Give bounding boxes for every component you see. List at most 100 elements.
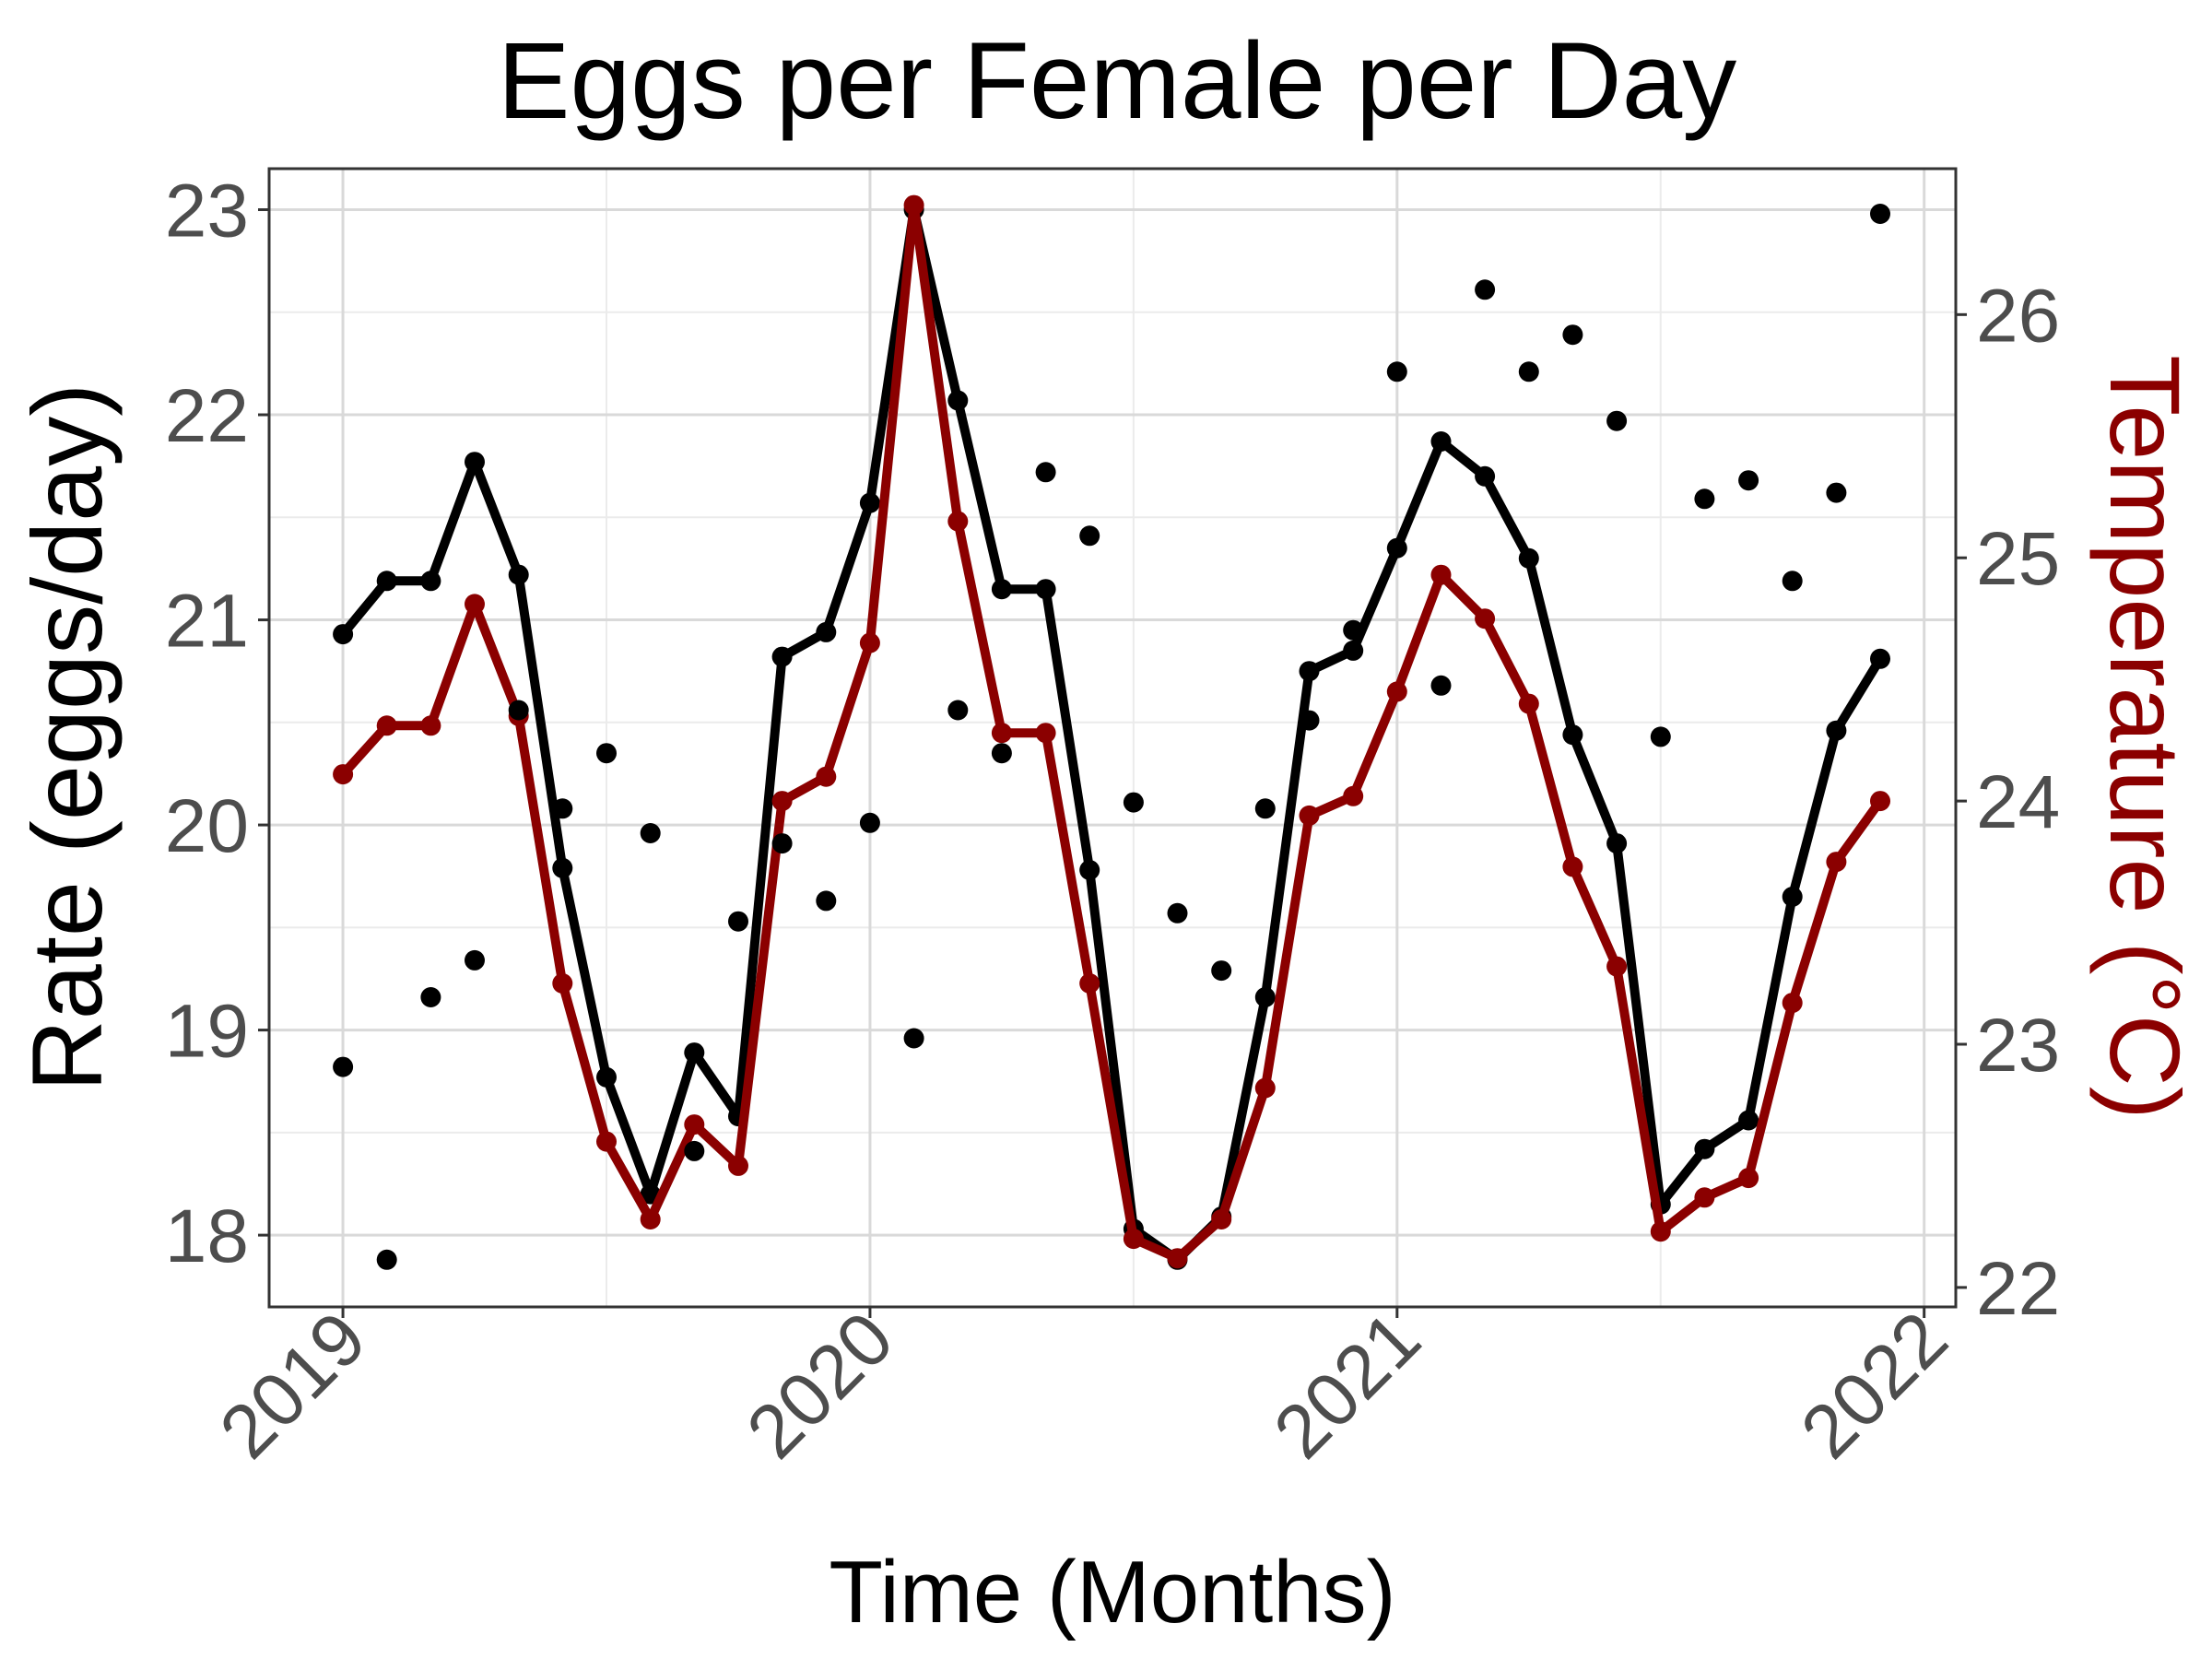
data-point <box>859 812 880 833</box>
data-point <box>1562 724 1583 746</box>
y-tick-label: 22 <box>165 374 249 458</box>
series-1 <box>333 194 1890 1269</box>
data-point <box>1562 856 1583 877</box>
data-point <box>1870 204 1890 224</box>
data-point <box>1386 361 1407 382</box>
data-point <box>1343 619 1364 641</box>
data-point <box>1079 860 1100 880</box>
data-point <box>903 194 924 216</box>
data-point <box>1738 470 1759 491</box>
data-point <box>947 390 969 411</box>
data-point <box>1475 465 1496 487</box>
data-point <box>1738 1110 1759 1131</box>
data-point <box>596 1131 617 1152</box>
data-point <box>1430 431 1452 452</box>
data-point <box>1562 324 1583 346</box>
data-point <box>1650 726 1671 747</box>
data-point <box>1694 1187 1715 1208</box>
data-point <box>1606 410 1628 431</box>
x-tick-label: 2020 <box>731 1296 909 1474</box>
data-point <box>376 1249 397 1270</box>
data-point <box>552 857 573 878</box>
data-point <box>1035 462 1056 483</box>
y2-tick-label: 25 <box>1976 517 2060 601</box>
left-axis-label: Rate (eggs/day) <box>11 383 123 1091</box>
data-point <box>1167 902 1188 924</box>
data-point <box>1475 608 1496 629</box>
data-point <box>1343 785 1364 806</box>
data-point <box>1299 710 1320 731</box>
data-point <box>1826 852 1847 873</box>
data-point <box>1167 1248 1188 1269</box>
data-point <box>728 1155 748 1176</box>
data-point <box>991 579 1012 600</box>
data-point <box>1123 792 1144 813</box>
data-point <box>684 1114 705 1135</box>
x-axis-ticks: 2019 2020 2021 2022 <box>204 1296 1963 1474</box>
data-point <box>859 492 880 513</box>
data-point <box>596 743 617 764</box>
right-axis-ticks: 22 23 24 25 26 <box>1956 274 2060 1331</box>
data-point <box>1211 1209 1232 1230</box>
y2-tick-label: 24 <box>1976 760 2060 844</box>
data-point <box>1782 571 1803 592</box>
data-point <box>1518 361 1539 382</box>
data-point <box>1079 973 1100 994</box>
data-point <box>1518 693 1539 714</box>
data-point <box>508 564 529 585</box>
data-point <box>376 571 397 592</box>
data-point <box>640 1209 661 1230</box>
data-point <box>1079 525 1100 547</box>
data-point <box>1035 723 1056 744</box>
data-point <box>684 1042 705 1064</box>
x-tick-label: 2022 <box>1785 1296 1963 1474</box>
y-tick-label: 20 <box>165 784 249 868</box>
data-point <box>1123 1229 1144 1250</box>
data-point <box>684 1140 705 1161</box>
data-point <box>771 646 793 667</box>
data-point <box>333 1056 354 1077</box>
data-point <box>1826 720 1847 741</box>
data-point <box>508 700 529 721</box>
x-axis-label: Time (Months) <box>829 1543 1395 1641</box>
data-point <box>465 452 485 473</box>
y2-tick-label: 22 <box>1976 1247 2060 1331</box>
y-tick-label: 18 <box>165 1194 249 1278</box>
data-point <box>728 911 748 932</box>
data-point <box>1386 681 1407 702</box>
data-point <box>1870 791 1890 812</box>
data-point <box>640 823 661 843</box>
data-point <box>1782 993 1803 1014</box>
data-point <box>333 624 354 645</box>
y2-tick-label: 26 <box>1976 274 2060 358</box>
series-2 <box>333 204 1890 1270</box>
data-point <box>1606 956 1628 977</box>
data-point <box>947 511 969 532</box>
data-point <box>1826 482 1847 503</box>
data-point <box>420 987 441 1007</box>
y-tick-label: 21 <box>165 580 249 664</box>
data-point <box>816 621 837 642</box>
series-line <box>338 200 1885 1264</box>
data-point <box>1475 279 1496 300</box>
series-line <box>338 205 1885 1265</box>
y-tick-label: 19 <box>165 990 249 1074</box>
y-tick-label: 23 <box>165 170 249 253</box>
data-point <box>333 764 354 785</box>
data-point <box>1430 675 1452 696</box>
data-point <box>903 1028 924 1049</box>
data-point <box>816 890 837 912</box>
data-point <box>1694 488 1715 510</box>
data-point <box>1738 1168 1759 1189</box>
data-point <box>1343 640 1364 661</box>
data-point <box>1386 537 1407 559</box>
y2-tick-label: 23 <box>1976 1004 2060 1088</box>
data-point <box>1299 805 1320 826</box>
data-point <box>1430 564 1452 585</box>
chart-title: Eggs per Female per Day <box>498 20 1737 142</box>
data-point <box>816 766 837 787</box>
data-point <box>420 715 441 736</box>
data-point <box>1606 833 1628 854</box>
data-point <box>596 1066 617 1088</box>
